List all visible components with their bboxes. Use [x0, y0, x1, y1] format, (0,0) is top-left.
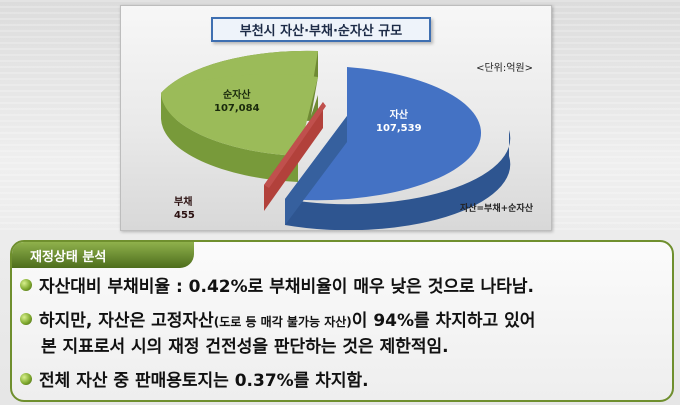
analysis-heading: 재정상태 분석: [12, 242, 194, 268]
analysis-panel: 재정상태 분석 자산대비 부채비율 : 0.42%로 부채비율이 매우 낮은 것…: [10, 240, 674, 402]
label-net-assets-value: 107,084: [214, 103, 260, 114]
bullet-text-pre: 하지만, 자산은 고정자산: [39, 311, 214, 331]
label-assets-name: 자산: [389, 110, 408, 121]
chart-title: 부천시 자산·부채·순자산 규모: [211, 17, 431, 42]
unit-label: <단위:억원>: [476, 63, 533, 74]
pie-slice-assets: [285, 67, 482, 201]
label-debt-name: 부채: [174, 197, 193, 208]
bullet-icon: [20, 279, 32, 291]
slice-net-assets-edge: [161, 93, 298, 182]
bullet-icon: [20, 313, 32, 325]
bullet-item: 자산대비 부채비율 : 0.42%로 부채비율이 매우 낮은 것으로 나타남.: [20, 274, 534, 300]
bullet-icon: [20, 373, 32, 385]
formula-annotation: 자산=부채+순자산: [459, 204, 533, 214]
label-net-assets: 순자산 107,084: [214, 89, 260, 115]
slice-net-assets-top: [161, 74, 318, 156]
bullet-item: 하지만, 자산은 고정자산(도로 등 매각 불가능 자산)이 94%를 차지하고…: [20, 308, 535, 335]
bullet-text-post: 이 94%를 차지하고 있어: [351, 311, 536, 331]
bullet-text: 자산대비 부채비율 : 0.42%로 부채비율이 매우 낮은 것으로 나타남.: [39, 277, 534, 297]
bullet-text-note: (도로 등 매각 불가능 자산): [213, 315, 352, 329]
bullet-text: 전체 자산 중 판매용토지는 0.37%를 차지함.: [39, 371, 369, 391]
label-assets-value: 107,539: [376, 123, 422, 134]
label-assets: 자산 107,539: [376, 109, 422, 135]
label-net-assets-name: 순자산: [222, 90, 251, 101]
bullet-continuation: 본 지표로서 시의 재정 건전성을 판단하는 것은 제한적임.: [41, 337, 449, 357]
slice-assets-cut: [285, 67, 347, 225]
label-debt: 부채 455: [174, 196, 195, 222]
slice-debt-face: [264, 102, 326, 188]
chart-panel: 부천시 자산·부채·순자산 규모 <단위:억원> 순자산 107,084 자산 …: [120, 5, 552, 231]
label-debt-value: 455: [174, 210, 195, 221]
bullet-item: 전체 자산 중 판매용토지는 0.37%를 차지함.: [20, 368, 369, 394]
pie-slice-assets-side: [285, 130, 511, 230]
pie-chart: [161, 50, 511, 230]
